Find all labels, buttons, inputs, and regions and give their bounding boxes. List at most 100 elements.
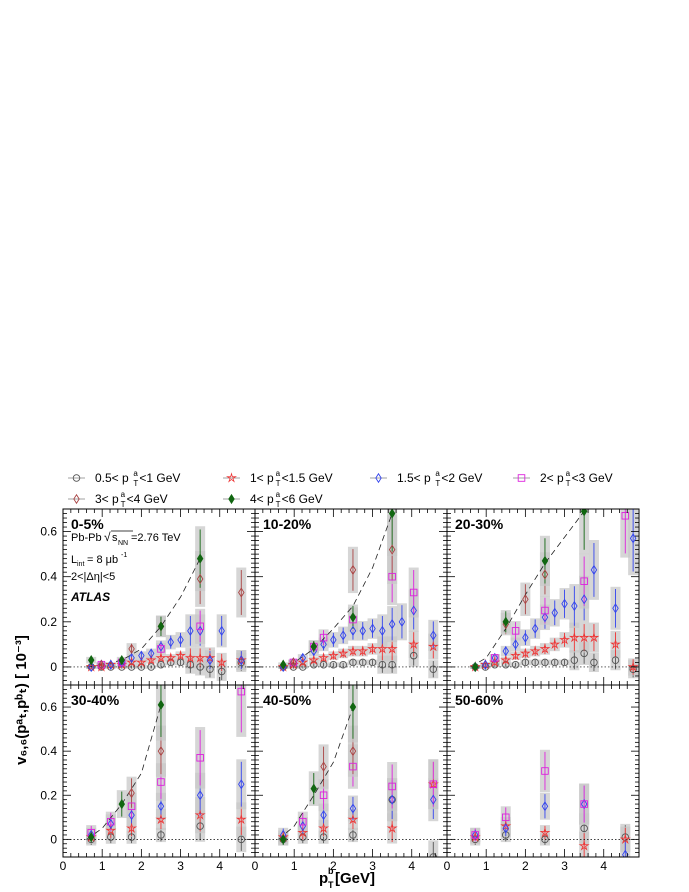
legend-label-tail: <4 GeV (127, 492, 168, 506)
data-point (471, 661, 479, 673)
data-point (118, 655, 126, 666)
legend-label-sub: T (566, 479, 571, 488)
data-point (580, 594, 588, 605)
data-point (349, 612, 357, 623)
annotation-system: Pb-Pb (71, 532, 102, 544)
data-point (128, 643, 135, 655)
data-point (580, 798, 588, 810)
data-point (155, 813, 167, 825)
x-axis-label-unit: [GeV] (335, 870, 375, 887)
data-point (204, 652, 216, 663)
data-point (349, 831, 357, 839)
data-point (409, 651, 418, 660)
data-point (471, 835, 479, 844)
x-tick-label: 3 (369, 859, 376, 873)
panel: 0 1 2 3 4 0 0.2 0.4 0.6 30-40% (40, 684, 256, 873)
data-point (349, 701, 357, 713)
y-tick-label: 0.6 (40, 525, 57, 539)
data-point (551, 607, 558, 618)
data-point (359, 625, 366, 636)
data-point (580, 824, 588, 833)
data-point (619, 833, 631, 845)
y-tick-label: 0.2 (40, 788, 57, 802)
data-point (561, 598, 568, 609)
data-point (529, 645, 541, 656)
legend-label: 1< p (250, 471, 274, 485)
data-point (175, 649, 187, 661)
data-point (157, 831, 165, 839)
data-point (105, 658, 117, 670)
data-point (196, 622, 204, 631)
legend-label-sup: a (566, 469, 571, 478)
x-tick-label: 3 (177, 859, 184, 873)
data-point (97, 660, 106, 669)
data-point (386, 643, 398, 654)
data-point (368, 658, 377, 667)
panel-plot-area (255, 509, 447, 679)
data-point (388, 794, 396, 805)
data-point (541, 606, 549, 615)
data-point (194, 809, 206, 820)
y-tick-label: 0.4 (40, 570, 57, 584)
data-point (491, 654, 499, 662)
panel-plot-area (63, 526, 255, 682)
annotation-sqrt: √ (104, 530, 111, 544)
data-point (502, 646, 510, 657)
data-point (522, 632, 529, 643)
data-point (349, 658, 357, 667)
legend-entry: 3< p aT <4 GeV (68, 490, 168, 509)
legend-entry: 2< p aT <3 GeV (513, 469, 613, 488)
data-point (196, 663, 204, 671)
data-point (237, 835, 246, 844)
data-point (349, 625, 357, 636)
data-point (369, 623, 376, 634)
data-point (297, 656, 309, 668)
data-point (427, 640, 439, 652)
data-point (127, 833, 136, 841)
panel-plot-area (255, 685, 447, 857)
data-point (376, 643, 388, 654)
legend-label-sup: a (276, 469, 281, 478)
data-point (612, 603, 619, 614)
data-point (126, 656, 138, 668)
x-tick-label: 0 (60, 859, 67, 873)
data-point (187, 625, 194, 636)
data-point (337, 647, 349, 659)
data-point (578, 840, 590, 851)
data-point (238, 655, 245, 666)
data-point (500, 654, 512, 665)
data-point (609, 638, 621, 650)
data-point (107, 817, 115, 826)
data-point (590, 564, 598, 576)
data-point (388, 509, 396, 519)
y-tick-label: 0.4 (40, 744, 57, 758)
data-point (378, 660, 387, 669)
legend-marker (375, 472, 382, 484)
legend-label-sup: a (276, 490, 281, 499)
data-point (541, 835, 549, 844)
data-point (87, 661, 95, 673)
data-point (310, 641, 318, 652)
data-point (290, 657, 297, 668)
data-point (349, 564, 357, 576)
legend-label: 4< p (250, 492, 274, 506)
data-point (320, 639, 327, 650)
data-point (165, 652, 177, 663)
x-tick-label: 1 (483, 859, 490, 873)
x-axis-label-main: p (319, 870, 328, 887)
data-point (118, 798, 126, 810)
data-point (279, 659, 287, 670)
x-axis-label-sub: T (328, 880, 334, 890)
legend-label-sub: T (133, 479, 138, 488)
data-point (388, 618, 396, 630)
data-point (388, 544, 396, 555)
data-point (320, 809, 327, 821)
legend-marker (517, 474, 526, 482)
data-point (279, 834, 287, 845)
data-point (297, 826, 309, 838)
data-point (580, 577, 588, 585)
data-point (347, 813, 359, 825)
legend-label: 2< p (540, 471, 564, 485)
data-point (157, 645, 165, 653)
data-point (388, 782, 396, 791)
